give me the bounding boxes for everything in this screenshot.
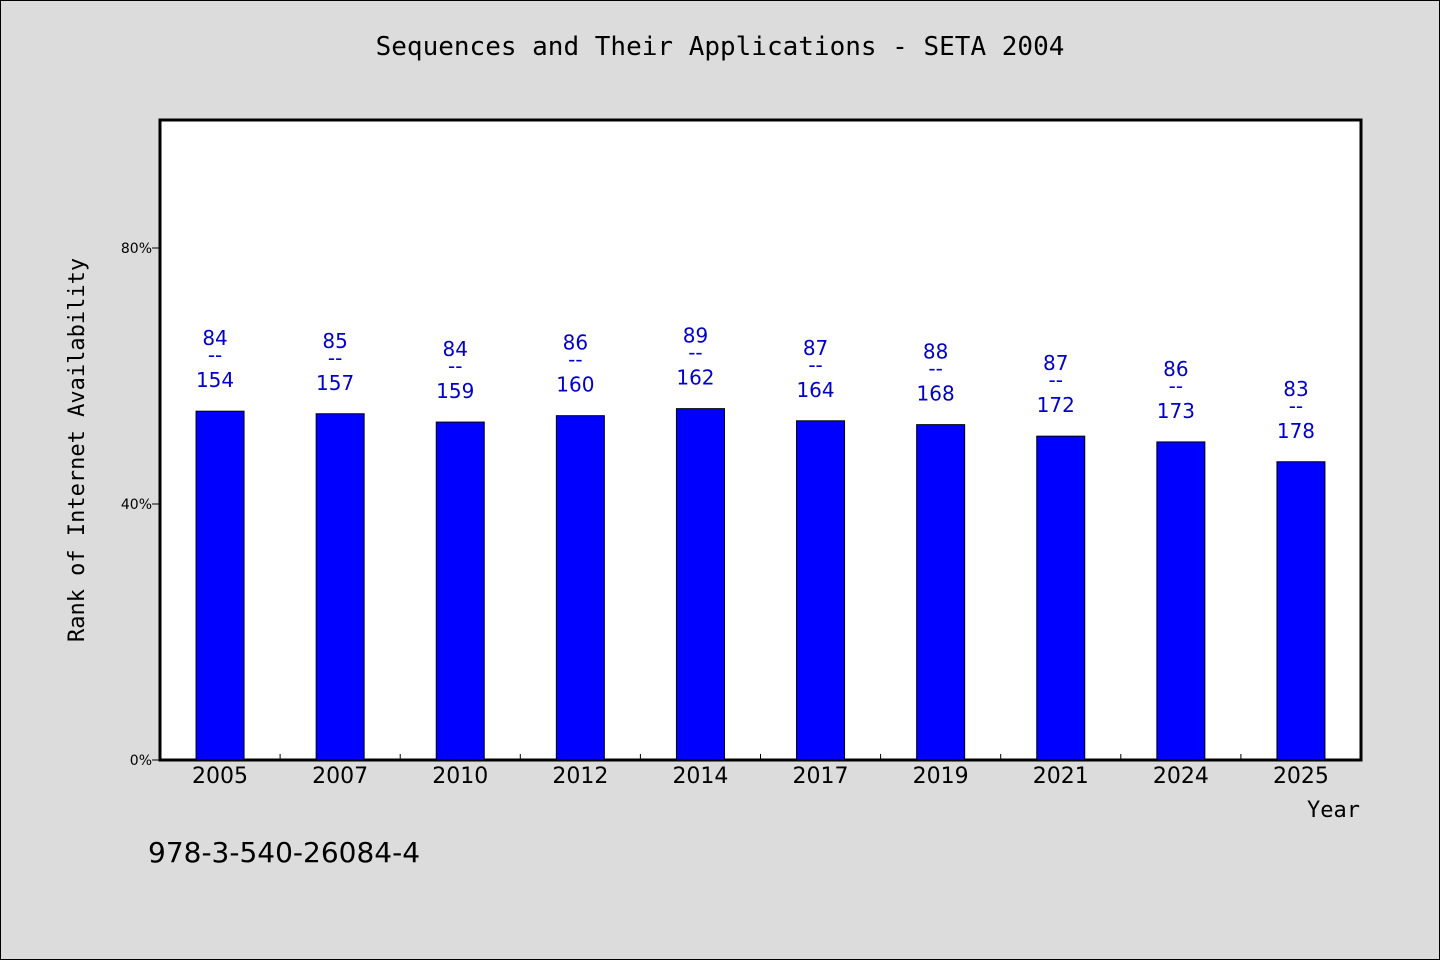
data-label-separator: -- — [688, 341, 702, 365]
data-label-bottom: 178 — [1277, 419, 1315, 443]
data-label-separator: -- — [208, 343, 222, 367]
bar-2021 — [1036, 435, 1086, 761]
data-label-separator: -- — [328, 346, 342, 370]
x-tick-label: 2012 — [552, 764, 608, 789]
data-label-top: 85 — [322, 329, 347, 353]
bar-2007 — [315, 413, 365, 761]
bar-2014 — [675, 408, 725, 761]
data-label-bottom: 154 — [196, 368, 234, 392]
bar-2024 — [1156, 441, 1206, 761]
data-label-bottom: 157 — [316, 371, 354, 395]
y-tick-label: 0% — [130, 753, 152, 769]
x-tick-label: 2021 — [1033, 764, 1089, 789]
x-tick-label: 2005 — [192, 764, 248, 789]
x-tick-label: 2024 — [1153, 764, 1209, 789]
x-tick-label: 2007 — [312, 764, 368, 789]
data-label-top: 86 — [1163, 357, 1188, 381]
x-tick-label: 2014 — [672, 764, 728, 789]
data-label-separator: -- — [808, 353, 822, 377]
data-label-bottom: 159 — [436, 379, 474, 403]
x-tick-label: 2010 — [432, 764, 488, 789]
y-tick-label: 80% — [121, 241, 152, 257]
data-label-separator: -- — [568, 348, 582, 372]
data-label-bottom: 168 — [917, 382, 955, 406]
footnote-isbn: 978-3-540-26084-4 — [148, 836, 421, 869]
x-tick-label: 2025 — [1273, 764, 1329, 789]
data-label-top: 83 — [1283, 377, 1308, 401]
data-label-bottom: 172 — [1037, 393, 1075, 417]
data-label-separator: -- — [928, 357, 942, 381]
x-axis-label: Year — [1307, 798, 1360, 823]
data-label-bottom: 160 — [556, 373, 594, 397]
bar-2017 — [796, 420, 846, 761]
x-tick-label: 2017 — [793, 764, 849, 789]
data-label-top: 87 — [1043, 351, 1068, 375]
data-label-bottom: 164 — [796, 378, 834, 402]
bar-2010 — [435, 421, 485, 761]
data-label-bottom: 173 — [1157, 399, 1195, 423]
data-label-separator: -- — [1289, 394, 1303, 418]
bar-2005 — [195, 410, 245, 761]
chart-title: Sequences and Their Applications - SETA … — [375, 32, 1065, 62]
data-label-separator: -- — [448, 354, 462, 378]
y-axis-label: Rank of Internet Availability — [65, 258, 90, 642]
x-tick-label: 2019 — [913, 764, 969, 789]
data-label-separator: -- — [1169, 374, 1183, 398]
data-label-bottom: 162 — [676, 366, 714, 390]
data-label-top: 88 — [923, 340, 948, 364]
data-label-separator: -- — [1049, 368, 1063, 392]
bar-2025 — [1276, 461, 1326, 761]
data-label-top: 86 — [563, 331, 588, 355]
data-label-top: 89 — [683, 324, 708, 348]
data-label-top: 84 — [443, 337, 468, 361]
data-label-top: 87 — [803, 336, 828, 360]
data-label-top: 84 — [202, 326, 227, 350]
bar-2012 — [555, 415, 605, 761]
bar-2019 — [916, 424, 966, 761]
y-tick-label: 40% — [121, 497, 152, 513]
